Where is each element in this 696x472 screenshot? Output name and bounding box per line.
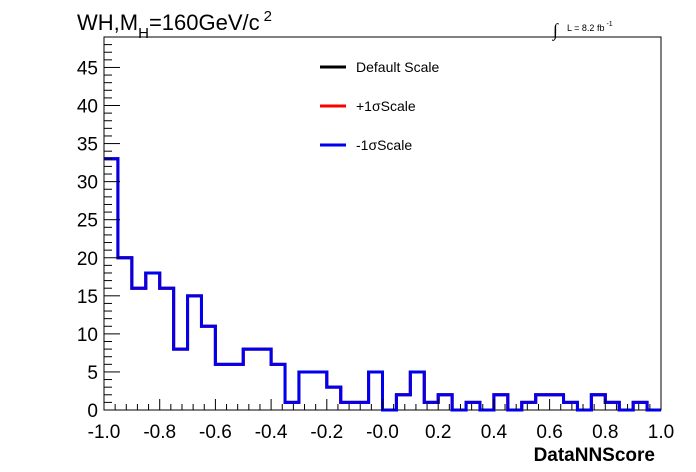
- y-tick-label: 15: [77, 287, 98, 308]
- y-tick-label: 0: [87, 401, 98, 422]
- chart-title: WH,MH=160GeV/c 2: [77, 8, 272, 42]
- x-tick-label: -0.2: [310, 422, 343, 443]
- series-lines: [104, 157, 661, 412]
- y-tick-label: 35: [77, 135, 98, 156]
- x-axis-label: DataNNScore: [534, 445, 655, 466]
- y-tick-label: 5: [87, 363, 98, 384]
- x-tick-label: 0.8: [592, 422, 618, 443]
- x-tick-label: 0.2: [425, 422, 451, 443]
- legend: Default Scale +1σScale -1σScale: [320, 59, 439, 153]
- x-tick-label: -1.0: [88, 422, 121, 443]
- legend-label: Default Scale: [356, 59, 439, 75]
- series-line--1-scale: [104, 157, 661, 412]
- x-tick-label: -0.6: [199, 422, 232, 443]
- x-tick-label: -0.4: [255, 422, 288, 443]
- luminosity-label: L = 8.2 fb -1: [567, 21, 613, 33]
- x-tick-label: -0.8: [143, 422, 176, 443]
- x-tick-label: 1.0: [648, 422, 674, 443]
- y-tick-label: 20: [77, 249, 98, 270]
- x-tick-label: 0.4: [481, 422, 508, 443]
- y-tick-label: 45: [77, 58, 98, 79]
- y-tick-label: 25: [77, 211, 98, 232]
- integral-symbol: ∫: [552, 20, 559, 41]
- x-tick-label: -0.0: [366, 422, 399, 443]
- x-tick-label: 0.6: [536, 422, 562, 443]
- y-tick-label: 40: [77, 97, 98, 118]
- legend-label: -1σScale: [356, 137, 412, 153]
- legend-label: +1σScale: [356, 98, 416, 114]
- y-tick-label: 10: [77, 325, 98, 346]
- axes: -1.0 -0.8 -0.6 -0.4 -0.2 -0.0 0.2 0.4 0.6 0.8 1.0 0…: [77, 44, 674, 443]
- y-tick-label: 30: [77, 173, 98, 194]
